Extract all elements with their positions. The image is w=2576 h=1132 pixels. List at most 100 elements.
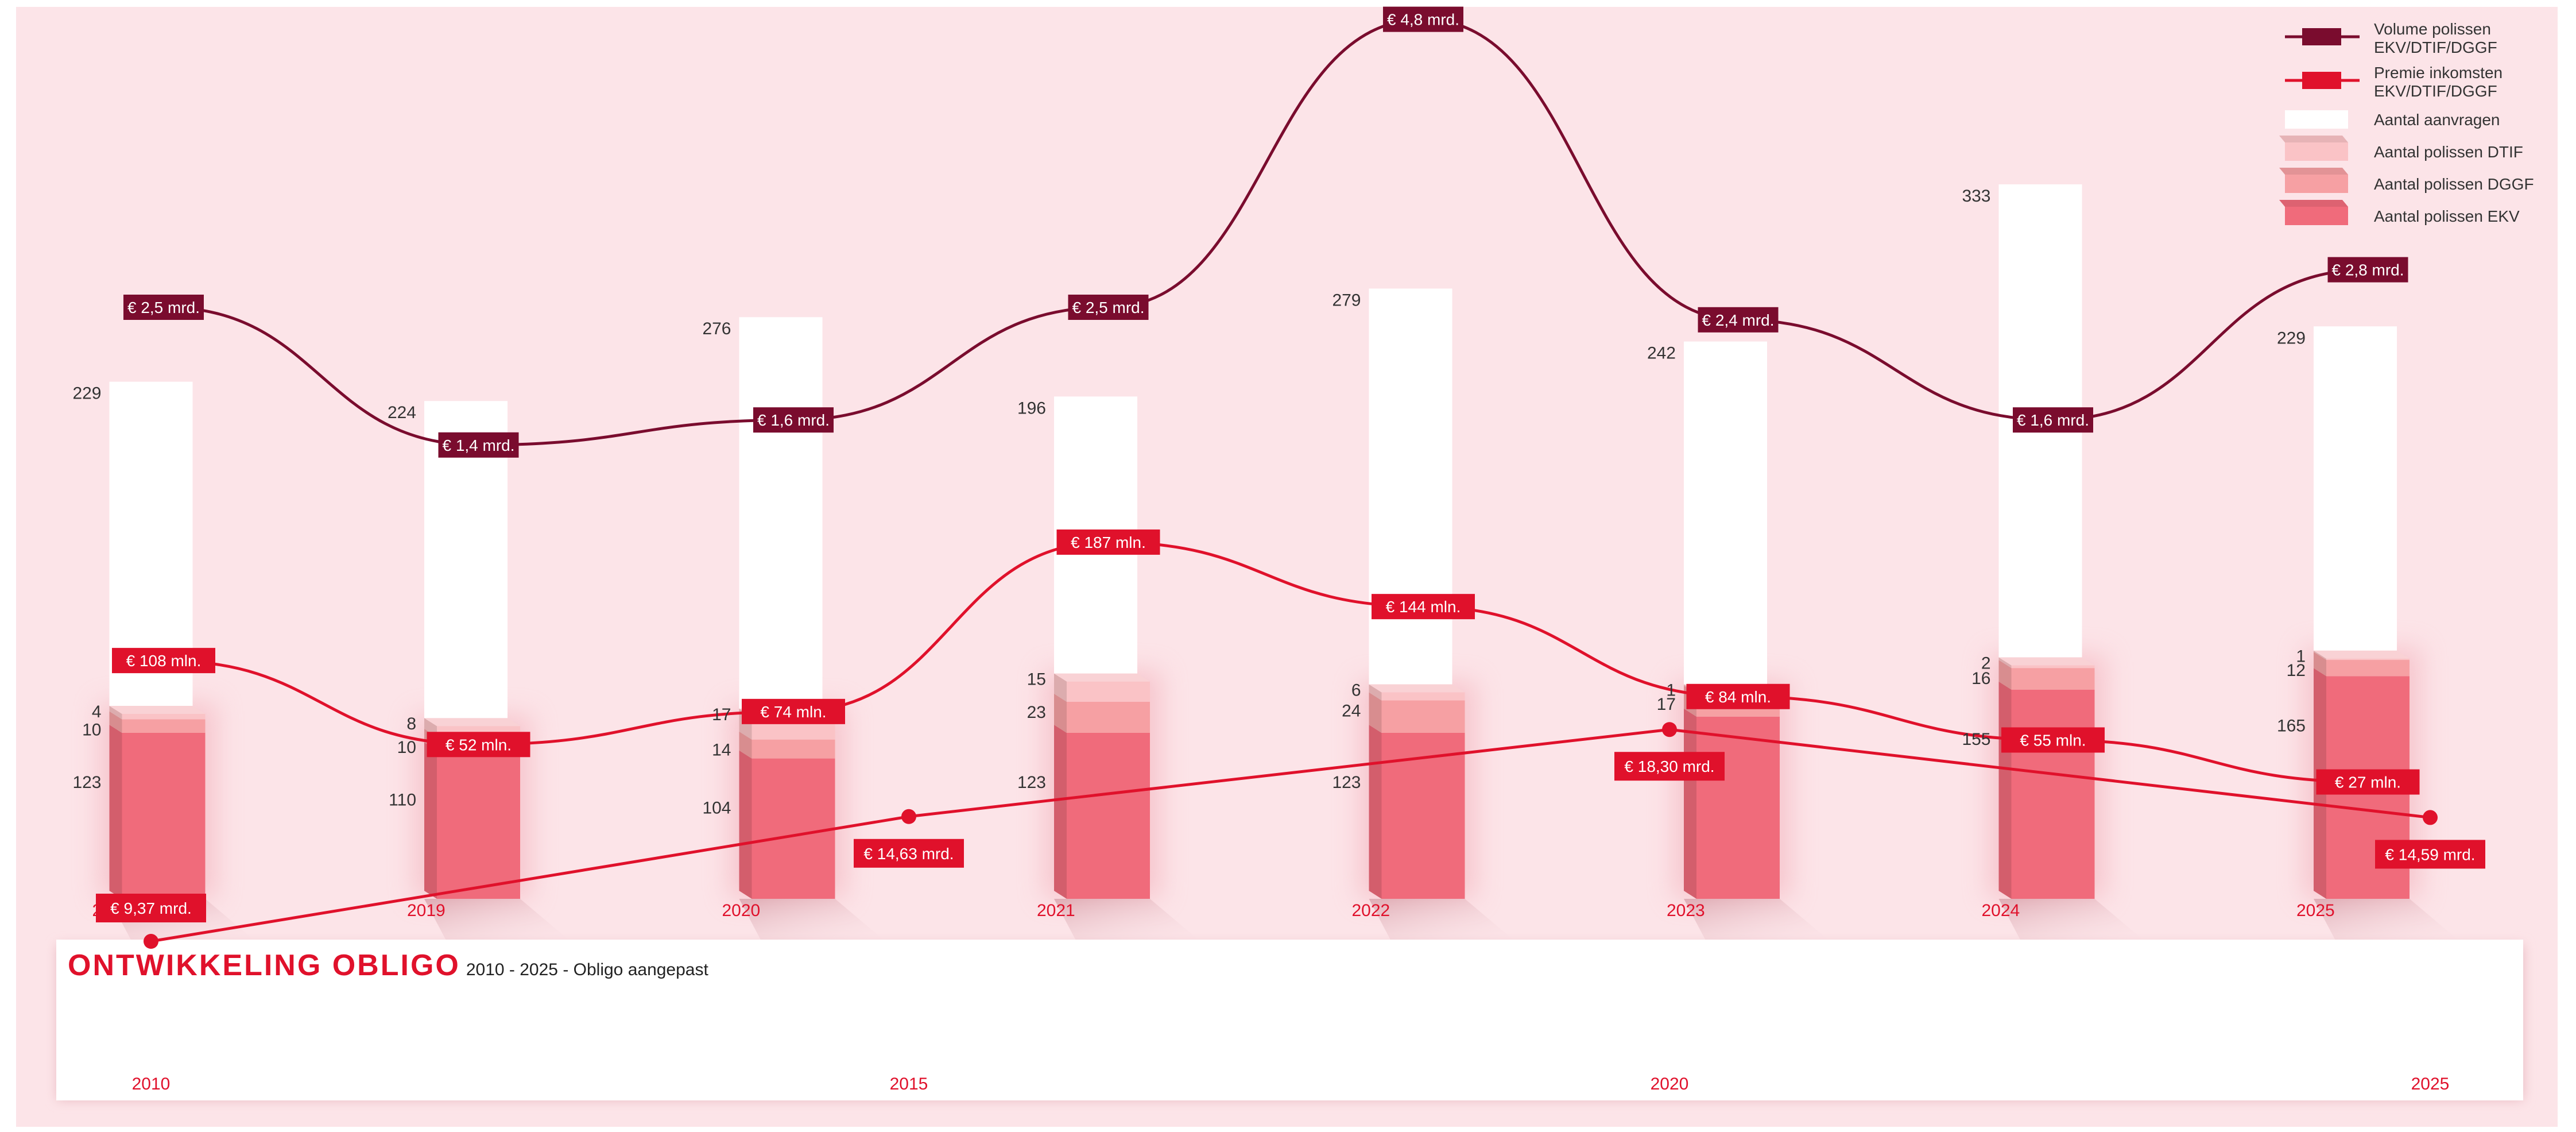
bar-dtif-2021	[1054, 673, 1150, 702]
label-ekv-2020: 104	[702, 799, 731, 818]
label-aanvragen-2020: 276	[702, 319, 731, 338]
obligo-title: ONTWIKKELING OBLIGO	[68, 949, 460, 982]
label-dtif-2018: 4	[92, 702, 102, 721]
svg-text:€ 52 mln.: € 52 mln.	[446, 736, 512, 754]
tag-premie-2023: € 84 mln.	[1686, 683, 1790, 709]
label-aanvragen-2025: 229	[2277, 329, 2306, 347]
obligo-panel: ONTWIKKELING OBLIGO 2010 - 2025 - Obligo…	[56, 722, 2523, 1100]
svg-text:Aantal polissen DGGF: Aantal polissen DGGF	[2374, 175, 2534, 193]
label-dtif-2019: 8	[406, 714, 416, 733]
tag-volume-2021: € 2,5 mrd.	[1068, 295, 1149, 320]
year-label-2022: 2022	[1352, 901, 1390, 920]
bar-group-2020	[729, 317, 890, 945]
label-ekv-2025: 165	[2277, 716, 2306, 735]
tag-volume-2019: € 1,4 mrd.	[438, 432, 519, 458]
tag-volume-2022: € 4,8 mrd.	[1383, 6, 1463, 32]
point-obligo-2010	[144, 934, 158, 949]
svg-text:€ 2,5 mrd.: € 2,5 mrd.	[1072, 299, 1144, 316]
label-dggf-2021: 23	[1027, 703, 1046, 722]
tag-obligo-2025: € 14,59 mrd.	[2375, 840, 2485, 869]
svg-text:€ 1,4 mrd.: € 1,4 mrd.	[442, 436, 514, 454]
point-obligo-2020	[1662, 722, 1677, 737]
tag-volume-2020: € 1,6 mrd.	[753, 407, 834, 433]
label-ekv-2024: 155	[1962, 730, 1990, 749]
obligo-subtitle: 2010 - 2025 - Obligo aangepast	[466, 960, 709, 979]
bar-dggf-2018	[109, 711, 206, 733]
label-dtif-2022: 6	[1351, 681, 1361, 700]
bar-shadow	[424, 899, 575, 945]
obligo-year-2015: 2015	[890, 1075, 928, 1094]
bar-top-2021	[1054, 673, 1150, 682]
year-label-2021: 2021	[1037, 901, 1075, 920]
label-dggf-2019: 10	[397, 738, 416, 757]
tag-obligo-2015: € 14,63 mrd.	[854, 839, 964, 868]
label-ekv-2018: 123	[72, 773, 101, 792]
svg-text:Volume polissen: Volume polissen	[2374, 20, 2491, 38]
bar-top-2022	[1369, 684, 1465, 693]
label-dtif-2024: 2	[1981, 654, 1991, 673]
svg-text:€ 187 mln.: € 187 mln.	[1071, 534, 1146, 551]
legend-item-dggf: Aantal polissen DGGF	[2279, 168, 2534, 193]
svg-text:€ 18,30 mrd.: € 18,30 mrd.	[1624, 758, 1714, 775]
bar-dggf-2020	[739, 731, 835, 759]
point-obligo-2015	[901, 809, 916, 824]
year-label-2019: 2019	[407, 901, 446, 920]
bar-ekv-2023	[1684, 708, 1780, 899]
label-dggf-2020: 14	[712, 741, 731, 760]
bar-dtif-2018	[109, 706, 206, 720]
tag-volume-2023: € 2,4 mrd.	[1698, 307, 1779, 333]
svg-text:€ 1,6 mrd.: € 1,6 mrd.	[2017, 411, 2089, 429]
bar-aanvragen-2023	[1684, 341, 1767, 688]
point-obligo-2025	[2423, 810, 2438, 825]
svg-text:€ 2,4 mrd.: € 2,4 mrd.	[1702, 311, 1774, 329]
svg-text:€ 14,63 mrd.: € 14,63 mrd.	[863, 845, 954, 863]
bar-shadow	[1684, 899, 1834, 945]
bar-ekv-2022	[1369, 724, 1465, 899]
svg-text:EKV/DTIF/DGGF: EKV/DTIF/DGGF	[2374, 82, 2497, 100]
bar-top-2024	[1998, 657, 2095, 666]
bar-ekv-2020	[739, 750, 835, 899]
label-aanvragen-2022: 279	[1332, 291, 1361, 310]
tag-obligo-2020: € 18,30 mrd.	[1614, 752, 1725, 781]
label-ekv-2019: 110	[389, 791, 416, 810]
year-label-2020: 2020	[722, 901, 761, 920]
obligo-panel-background	[56, 940, 2523, 1100]
bar-dtif-2024	[1998, 657, 2095, 669]
label-dggf-2025: 12	[2287, 661, 2306, 680]
label-dggf-2022: 24	[1342, 702, 1361, 721]
svg-text:€ 9,37 mrd.: € 9,37 mrd.	[110, 899, 192, 917]
tag-premie-2018: € 108 mln.	[112, 648, 215, 674]
svg-text:€ 14,59 mrd.: € 14,59 mrd.	[2385, 845, 2475, 863]
tag-premie-2025: € 27 mln.	[2316, 769, 2420, 795]
bar-shadow	[1998, 899, 2149, 945]
label-ekv-2022: 123	[1332, 773, 1361, 792]
tag-premie-2021: € 187 mln.	[1056, 529, 1160, 555]
label-dtif-2020: 17	[712, 705, 731, 724]
svg-text:€ 2,8 mrd.: € 2,8 mrd.	[2331, 261, 2404, 279]
tag-premie-2019: € 52 mln.	[427, 732, 530, 758]
svg-text:€ 4,8 mrd.: € 4,8 mrd.	[1387, 11, 1459, 29]
bar-aanvragen-2020	[739, 317, 823, 712]
svg-text:Aantal aanvragen: Aantal aanvragen	[2374, 111, 2500, 129]
bar-dggf-2022	[1369, 692, 1465, 733]
bar-shadow	[1369, 899, 1520, 945]
svg-text:Aantal polissen DTIF: Aantal polissen DTIF	[2374, 143, 2523, 161]
svg-text:€ 1,6 mrd.: € 1,6 mrd.	[757, 411, 830, 429]
bar-shadow	[739, 899, 890, 945]
label-aanvragen-2021: 196	[1017, 399, 1046, 418]
tag-volume-2024: € 1,6 mrd.	[2013, 407, 2093, 433]
label-aanvragen-2019: 224	[388, 403, 416, 422]
svg-text:€ 84 mln.: € 84 mln.	[1705, 688, 1771, 706]
year-label-2025: 2025	[2296, 901, 2335, 920]
bar-dtif-2022	[1369, 684, 1465, 701]
bar-shadow	[2314, 899, 2464, 945]
bar-dggf-2024	[1998, 660, 2095, 690]
bar-top-2019	[424, 718, 520, 727]
svg-text:EKV/DTIF/DGGF: EKV/DTIF/DGGF	[2374, 38, 2497, 56]
tag-volume-2018: € 2,5 mrd.	[123, 295, 204, 320]
label-dtif-2021: 15	[1027, 670, 1046, 689]
bar-dtif-2025	[2314, 650, 2410, 660]
